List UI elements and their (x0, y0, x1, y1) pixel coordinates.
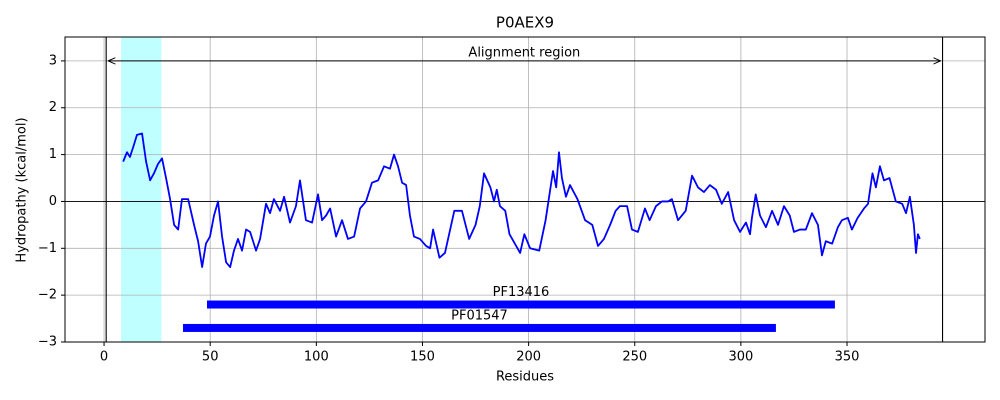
plot-frame (64, 36, 986, 343)
annotation-label: Alignment region (468, 45, 580, 60)
y-tick-label: 2 (49, 100, 57, 115)
y-tick-label: 3 (49, 53, 57, 68)
x-axis-label: Residues (496, 370, 554, 385)
highlight-span (121, 37, 162, 342)
y-tick-label: −1 (38, 241, 57, 256)
x-tick-label: 250 (622, 350, 647, 365)
y-tick-label: 0 (49, 194, 57, 209)
x-tick-label: 100 (304, 350, 329, 365)
x-tick-label: 300 (728, 350, 753, 365)
x-tick-label: 150 (410, 350, 435, 365)
x-tick-label: 50 (202, 350, 219, 365)
domain-label: PF01547 (451, 308, 508, 323)
y-tick-label: −2 (38, 288, 57, 303)
domain-label: PF13416 (493, 285, 550, 300)
hydropathy-line (122, 132, 921, 268)
chart-title: P0AEX9 (496, 14, 554, 32)
x-tick-label: 0 (100, 350, 108, 365)
y-axis-label: Hydropathy (kcal/mol) (15, 117, 30, 262)
y-tick-label: 1 (49, 147, 57, 162)
domain-bar (207, 300, 835, 309)
y-tick-label: −3 (38, 335, 57, 350)
domain-bar (183, 323, 776, 332)
x-tick-label: 200 (516, 350, 541, 365)
x-tick-label: 350 (835, 350, 860, 365)
